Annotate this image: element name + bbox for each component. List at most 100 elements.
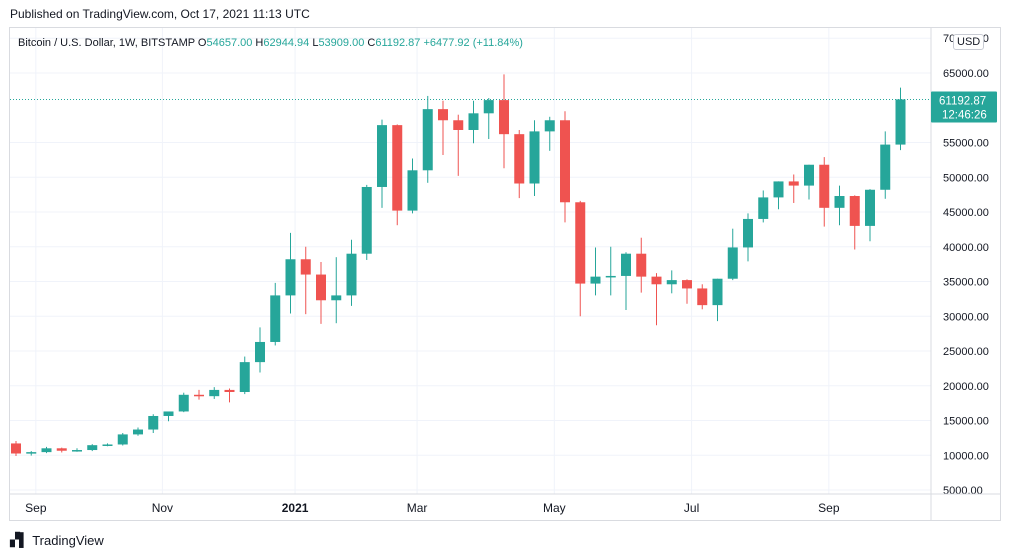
candle-body [163, 411, 174, 416]
y-tick-label: 15000.00 [943, 416, 989, 428]
candle [194, 389, 204, 400]
x-tick-label: May [543, 501, 566, 515]
y-tick-label: 35000.00 [943, 277, 989, 289]
candle [712, 278, 723, 322]
currency-badge[interactable]: USD [953, 34, 985, 50]
candle [560, 111, 570, 223]
candle-body [438, 109, 448, 121]
candle [392, 124, 403, 226]
candle [514, 129, 525, 199]
candle-body [651, 276, 662, 285]
candle-body [270, 295, 281, 342]
legend-high-label: H [255, 37, 263, 49]
candle-body [392, 125, 403, 211]
candle [788, 174, 799, 203]
candle-body [285, 259, 296, 296]
candle-body [804, 164, 814, 186]
candle-body [727, 247, 738, 279]
candle-series [11, 74, 906, 456]
candle-body [117, 434, 128, 445]
x-tick-label: Sep [25, 501, 47, 515]
candle [819, 157, 830, 227]
candle [300, 246, 311, 315]
candle-body [194, 394, 204, 397]
last-price-line: 61192.87 12:46:26 [10, 91, 997, 123]
candle-body [483, 100, 494, 114]
candle-body [880, 144, 891, 190]
legend-text: Bitcoin / U.S. Dollar, 1W, BITSTAMP O546… [18, 37, 523, 49]
candle-body [666, 280, 677, 285]
candle [133, 427, 143, 436]
candle [895, 87, 906, 151]
candle-body [773, 181, 784, 198]
candle-body [849, 196, 860, 226]
candle [41, 446, 52, 454]
candle-body [178, 394, 189, 412]
candle [834, 185, 845, 226]
legend-change: +6477.92 (+11.84%) [423, 37, 522, 49]
x-tick-label: Mar [407, 501, 428, 515]
tradingview-logo-icon: ▞▌ [10, 532, 28, 547]
candle-body [239, 362, 250, 393]
candle-body [743, 218, 753, 248]
candle-body [605, 275, 616, 278]
y-tick-label: 40000.00 [943, 242, 989, 254]
candle-body [26, 452, 37, 454]
y-tick-label: 45000.00 [943, 207, 989, 219]
candle [117, 433, 128, 446]
candle-body [11, 443, 21, 454]
candle-body [148, 415, 159, 430]
candle [727, 228, 738, 281]
legend-close-label: C [367, 37, 375, 49]
candle [544, 116, 555, 151]
candle [468, 100, 479, 144]
candle [178, 392, 189, 413]
x-tick-label: Sep [818, 501, 840, 515]
candle-body [621, 253, 631, 276]
candle [605, 246, 616, 296]
y-tick-label: 5000.00 [943, 485, 983, 497]
candle-body [819, 164, 830, 208]
last-price-label: 61192.87 [939, 95, 986, 107]
legend-symbol: Bitcoin / U.S. Dollar, 1W, BITSTAMP [18, 37, 198, 49]
candle [880, 131, 891, 199]
chart-frame[interactable] [9, 27, 1001, 521]
candle-body [895, 99, 906, 145]
candle-body [331, 295, 342, 301]
candle [148, 414, 159, 434]
candle [438, 100, 448, 156]
candle [26, 451, 37, 456]
candle [773, 181, 784, 210]
candle-body [529, 131, 540, 184]
grid-lines [10, 28, 931, 494]
legend-close-value: 61192.87 [375, 37, 423, 49]
candle [407, 158, 418, 214]
candle-body [87, 445, 98, 451]
bar-countdown-label: 12:46:26 [942, 109, 987, 121]
candle [743, 213, 753, 262]
candle-body [316, 274, 326, 301]
legend-open-value: 54657.00 [206, 37, 255, 49]
legend-open-label: O [198, 37, 207, 49]
candle-body [56, 448, 67, 451]
candle [285, 232, 296, 314]
candle [804, 164, 814, 200]
candle-body [422, 109, 433, 171]
x-tick-label: 2021 [282, 501, 309, 515]
candle [11, 441, 21, 456]
candle-body [788, 181, 799, 186]
candle-body [102, 444, 113, 446]
candle-body [758, 197, 769, 219]
candle [621, 252, 631, 310]
legend-low-value: 53909.00 [318, 37, 367, 49]
candle-body [72, 450, 82, 452]
candle-body [255, 341, 265, 363]
candle-body [407, 170, 418, 211]
candle-body [636, 253, 647, 277]
candle-body [865, 189, 875, 226]
candle [316, 262, 326, 324]
footer-brand: TradingView [32, 532, 104, 548]
legend-low-label: L [312, 37, 318, 49]
last-price-tag [931, 91, 997, 123]
